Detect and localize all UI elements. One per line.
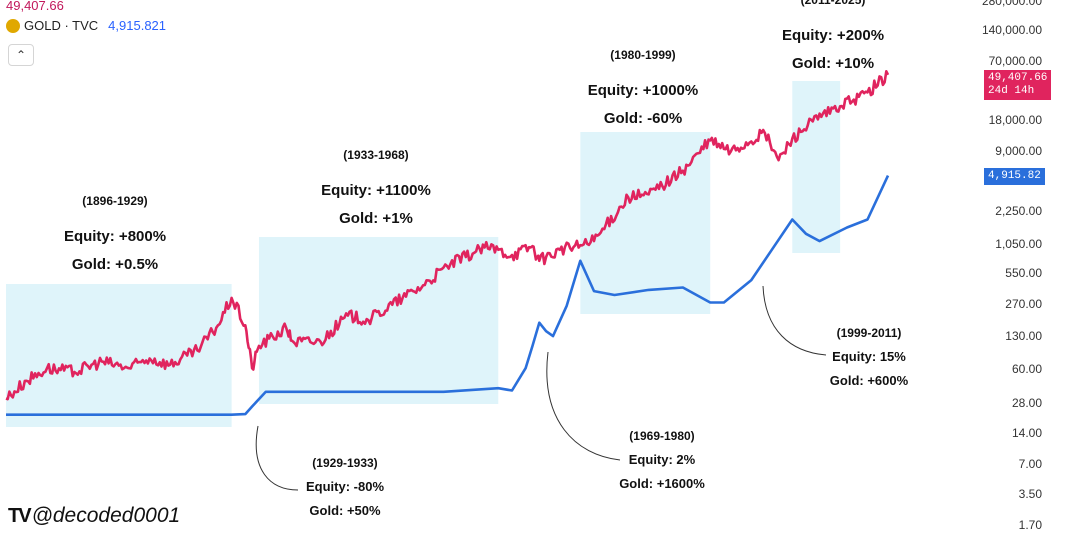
annotation-gold: Gold: +1600% [619,476,705,491]
equity-series-line [5,70,890,401]
annotation-gold: Gold: +50% [309,503,381,518]
gold-series-line [6,175,890,416]
annotation-connector [762,285,827,356]
y-tick-label: 140,000.00 [982,23,1042,37]
annotation-period: (2011-2025) [801,0,866,7]
y-tick-label: 60.00 [1012,362,1042,376]
annotation-equity: Equity: -80% [306,479,384,494]
tradingview-logo-icon: TV [8,504,32,527]
top-price-label: 49,407.66 [6,0,64,13]
annotation-period: (1933-1968) [343,148,408,162]
y-tick-label: 9,000.00 [995,144,1042,158]
y-tick-label: 14.00 [1012,426,1042,440]
y-tick-label: 1,050.00 [995,237,1042,251]
watermark-handle: @decoded0001 [31,504,181,527]
highlight-band [6,284,232,427]
gold-price-badge: 4,915.82 [984,168,1045,185]
y-tick-label: 7.00 [1019,457,1043,471]
annotation-period: (1980-1999) [610,48,675,62]
chevron-up-icon: ⌃ [15,48,27,62]
annotation-gold: Gold: +1% [339,210,413,227]
annotation-period: (1896-1929) [82,194,147,208]
collapse-button[interactable]: ⌃ [8,44,34,66]
y-tick-label: 28.00 [1012,396,1042,410]
y-tick-label: 70,000.00 [989,54,1043,68]
gold-price: 4,915.82 [988,170,1041,182]
equity-price: 49,407.66 [988,72,1048,84]
y-tick-label: 3.50 [1019,487,1043,501]
annotation-gold: Gold: -60% [604,110,682,127]
watermark: TV @decoded0001 [8,504,180,528]
annotation-period: (1929-1933) [312,456,377,470]
y-tick-label: 130.00 [1005,329,1042,343]
annotation-gold: Gold: +0.5% [72,256,158,273]
highlight-band [580,132,711,314]
symbol-name: GOLD · TVC [24,18,99,33]
symbol-value: 4,915.821 [108,18,167,33]
y-tick-label: 2,250.00 [995,204,1042,218]
y-tick-label: 270.00 [1005,297,1042,311]
annotation-gold: Gold: +10% [792,55,874,72]
equity-price-badge: 49,407.66 24d 14h [984,70,1052,100]
annotation-connector [255,425,299,491]
y-tick-label: 280,000.00 [982,0,1042,8]
annotation-equity: Equity: +800% [64,228,166,245]
annotation-gold: Gold: +600% [830,373,909,388]
symbol-legend[interactable]: GOLD · TVC 4,915.821 [6,18,166,33]
annotation-connector [546,351,621,461]
gold-icon [6,18,20,33]
y-tick-label: 550.00 [1005,266,1042,280]
annotation-equity: Equity: +1100% [321,182,431,199]
highlight-band [258,237,499,404]
annotation-period: (1999-2011) [837,326,902,340]
annotation-equity: Equity: 2% [629,452,696,467]
y-tick-label: 18,000.00 [989,113,1043,127]
annotation-period: (1969-1980) [629,429,694,443]
annotation-equity: Equity: 15% [832,349,906,364]
y-tick-label: 1.70 [1019,518,1043,532]
annotation-equity: Equity: +200% [782,27,884,44]
equity-countdown: 24d 14h [988,85,1035,97]
annotation-equity: Equity: +1000% [588,82,698,99]
